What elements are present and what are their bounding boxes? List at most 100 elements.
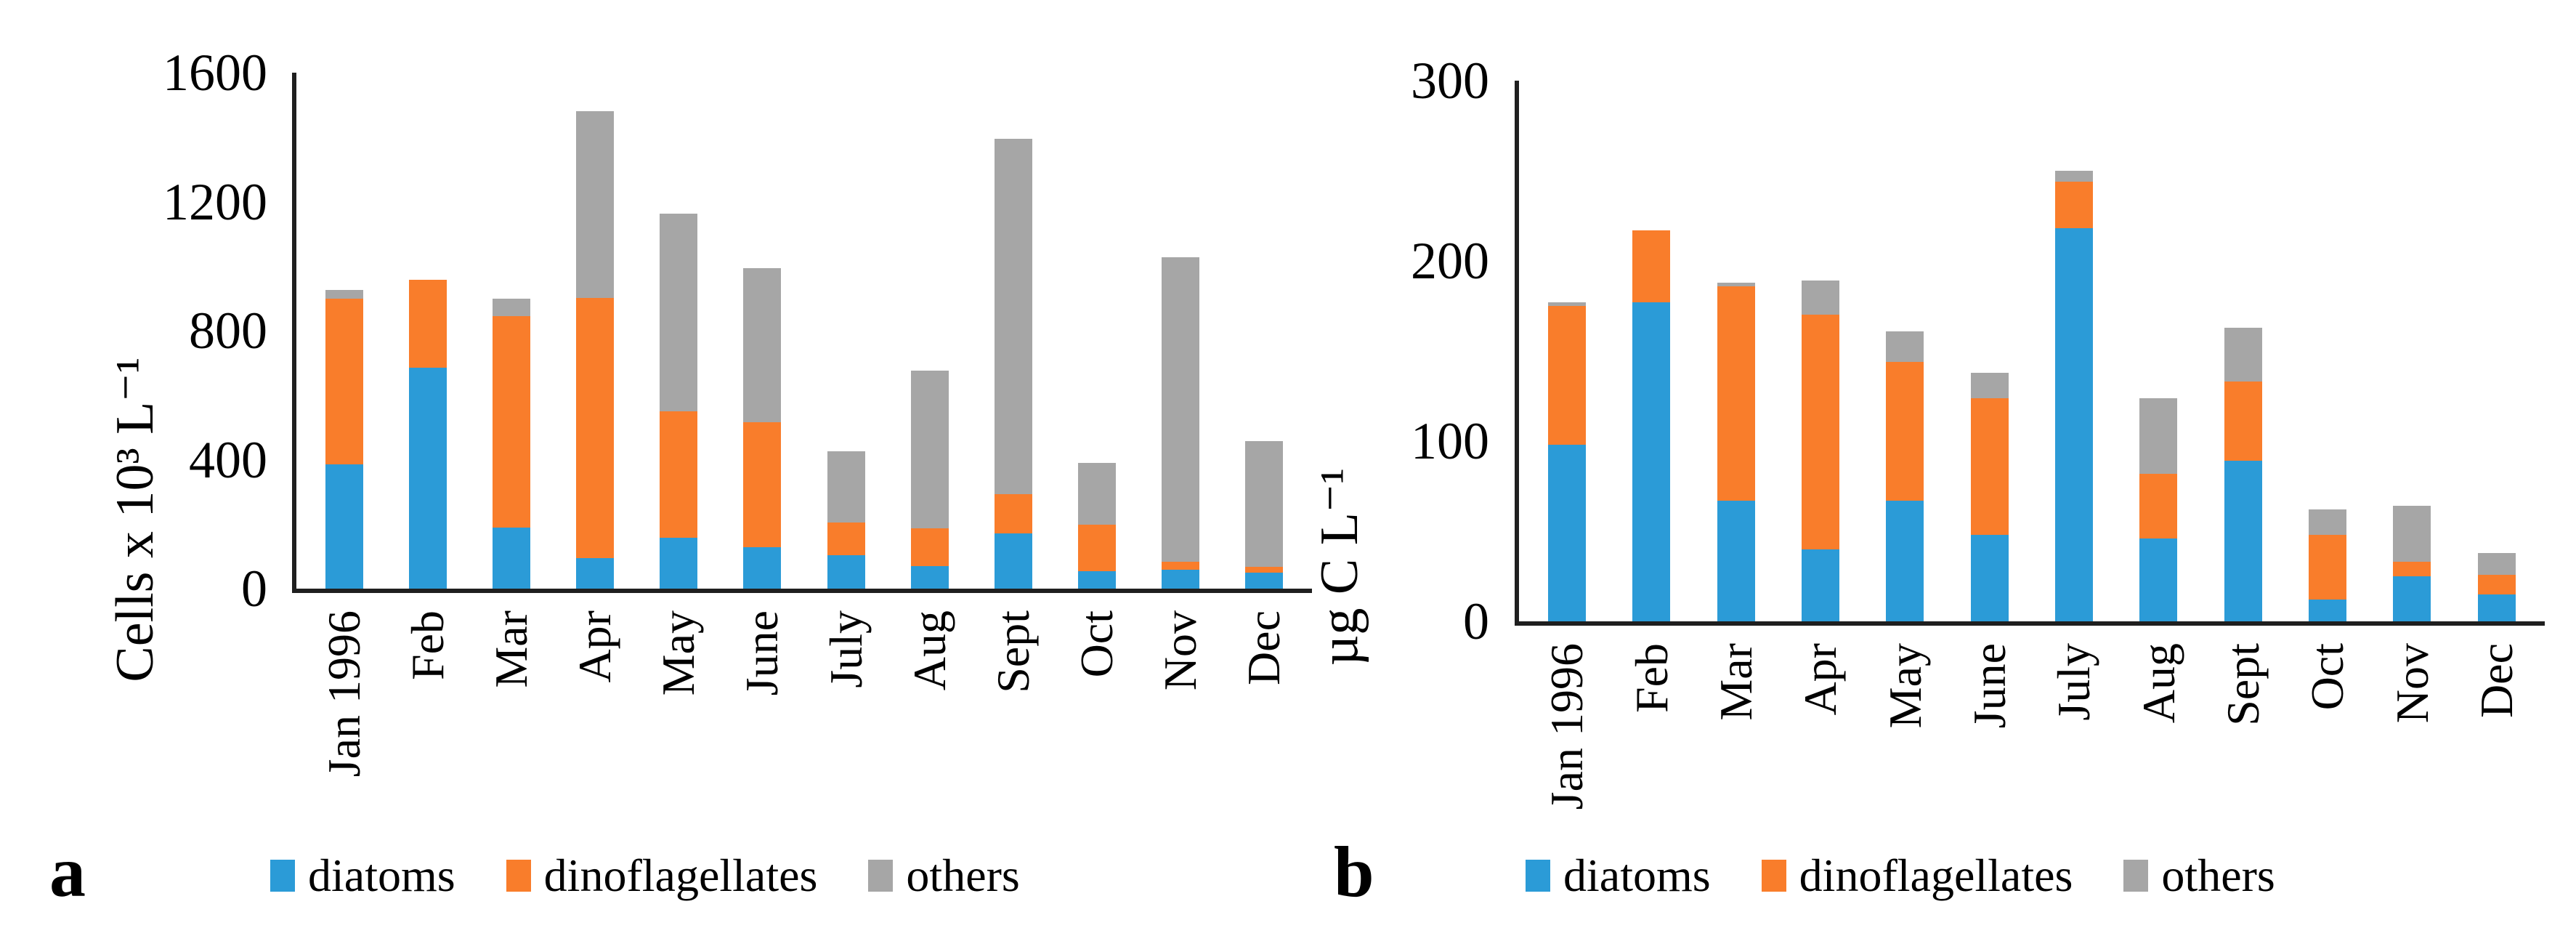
bar-segment-diatoms xyxy=(2393,576,2431,621)
bar-segment-diatoms xyxy=(576,557,615,589)
legend-item-others: others xyxy=(2123,843,2275,908)
bar-segment-others xyxy=(827,451,865,523)
bar-oct xyxy=(1077,462,1116,589)
bar-segment-dinoflagellates xyxy=(2309,534,2347,600)
bar-jan-1996 xyxy=(325,289,363,589)
legend-swatch-icon xyxy=(868,860,894,892)
bar-feb xyxy=(1632,230,1671,621)
bar-segment-diatoms xyxy=(1077,571,1116,589)
y-tick-label: 0 xyxy=(1463,592,1489,650)
legend-swatch-icon xyxy=(506,860,531,892)
panel-letter-b: b xyxy=(1334,831,1374,912)
bar-segment-diatoms xyxy=(660,538,698,589)
legend-b: diatoms dinoflagellates others xyxy=(1526,843,2275,908)
bar-segment-dinoflagellates xyxy=(2477,574,2516,594)
y-tick-label: 1200 xyxy=(163,172,267,231)
legend-swatch-icon xyxy=(1526,860,1550,892)
bar-segment-diatoms xyxy=(1245,572,1284,589)
bar-may xyxy=(1886,331,1924,621)
legend-item-diatoms: diatoms xyxy=(270,843,455,908)
bar-oct xyxy=(2309,509,2347,621)
bar-segment-others xyxy=(743,268,782,423)
bar-segment-others xyxy=(2055,171,2094,182)
bar-segment-diatoms xyxy=(325,464,363,589)
bar-segment-dinoflagellates xyxy=(1717,286,1755,501)
bar-segment-others xyxy=(1245,440,1284,567)
bar-aug xyxy=(910,371,949,589)
bar-segment-others xyxy=(492,298,530,317)
bar-july xyxy=(2055,171,2094,621)
legend-a: diatoms dinoflagellates others xyxy=(270,843,1020,908)
x-axis-label: Mar xyxy=(485,610,537,688)
legend-swatch-icon xyxy=(1761,860,1786,892)
bar-segment-others xyxy=(1802,281,1840,315)
bar-mar xyxy=(1717,282,1755,621)
x-axis-label: Aug xyxy=(903,610,955,691)
bar-june xyxy=(743,268,782,589)
bar-segment-others xyxy=(2139,398,2178,474)
y-tick-label: 1600 xyxy=(163,44,267,102)
legend-label: others xyxy=(2161,850,2275,901)
bar-dec xyxy=(1245,440,1284,589)
panel-letter-a: a xyxy=(49,831,86,912)
bar-segment-diatoms xyxy=(408,368,447,589)
bar-nov xyxy=(1162,257,1200,589)
legend-item-others: others xyxy=(868,843,1020,908)
legend-item-dinoflagellates: dinoflagellates xyxy=(506,843,818,908)
bar-segment-others xyxy=(1886,331,1924,362)
bar-segment-dinoflagellates xyxy=(1970,398,2009,535)
bar-segment-dinoflagellates xyxy=(576,297,615,558)
legend-label: dinoflagellates xyxy=(1799,850,2073,901)
x-axis-label: Nov xyxy=(2386,643,2438,724)
bar-segment-others xyxy=(2309,509,2347,535)
bar-segment-diatoms xyxy=(1632,302,1671,621)
bar-segment-diatoms xyxy=(1886,500,1924,621)
x-axis-label: May xyxy=(652,610,705,696)
bar-segment-dinoflagellates xyxy=(1802,315,1840,549)
bar-aug xyxy=(2139,398,2178,621)
x-axis-label: Dec xyxy=(1238,610,1290,686)
x-axis-label: Oct xyxy=(2301,643,2354,711)
bar-segment-dinoflagellates xyxy=(1886,361,1924,501)
bar-segment-diatoms xyxy=(910,565,949,589)
bar-segment-dinoflagellates xyxy=(1245,566,1284,573)
bar-segment-dinoflagellates xyxy=(1632,230,1671,303)
bar-may xyxy=(660,213,698,589)
bar-segment-dinoflagellates xyxy=(660,411,698,538)
bar-segment-diatoms xyxy=(994,533,1032,589)
bar-segment-others xyxy=(325,289,363,299)
bar-segment-diatoms xyxy=(2139,538,2178,621)
legend-label: diatoms xyxy=(308,850,455,901)
y-tick-label: 0 xyxy=(241,560,267,618)
bar-feb xyxy=(408,280,447,589)
bar-segment-diatoms xyxy=(1970,534,2009,621)
bar-nov xyxy=(2393,506,2431,621)
x-axis-label: Jan 1996 xyxy=(317,610,370,778)
y-axis-title-a: Cells x 10³ L⁻¹ xyxy=(105,357,165,682)
bar-segment-dinoflagellates xyxy=(2224,382,2262,461)
bar-segment-diatoms xyxy=(827,555,865,589)
bar-segment-dinoflagellates xyxy=(994,494,1032,533)
bars-b xyxy=(1519,81,2545,621)
bar-june xyxy=(1970,372,2009,621)
x-axis-label: Apr xyxy=(569,610,621,683)
bar-segment-others xyxy=(2224,327,2262,382)
legend-item-diatoms: diatoms xyxy=(1526,843,1711,908)
bar-segment-dinoflagellates xyxy=(910,528,949,566)
bar-segment-dinoflagellates xyxy=(492,316,530,528)
bar-segment-dinoflagellates xyxy=(325,298,363,465)
y-tick-label: 300 xyxy=(1411,52,1489,110)
y-tick-label: 400 xyxy=(189,430,267,489)
legend-label: dinoflagellates xyxy=(543,850,818,901)
y-tick-label: 800 xyxy=(189,302,267,360)
bar-segment-diatoms xyxy=(1548,444,1587,621)
bar-segment-others xyxy=(994,138,1032,495)
bar-segment-diatoms xyxy=(2477,594,2516,621)
bar-segment-dinoflagellates xyxy=(408,280,447,368)
bar-segment-others xyxy=(1077,462,1116,525)
bar-segment-diatoms xyxy=(743,547,782,589)
bar-segment-diatoms xyxy=(492,527,530,589)
bar-jan-1996 xyxy=(1548,302,1587,621)
bar-segment-others xyxy=(576,111,615,298)
x-axis-label: Feb xyxy=(401,610,453,680)
